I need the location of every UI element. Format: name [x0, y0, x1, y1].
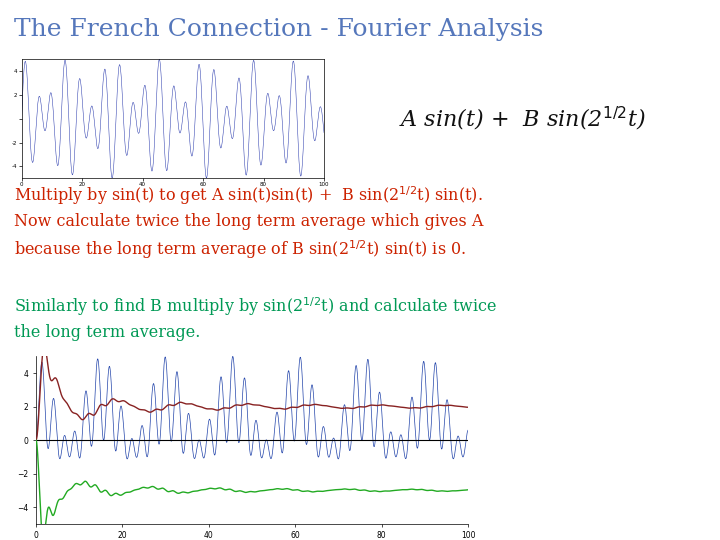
Text: Multiply by sin(t) to get A sin(t)sin(t) +  B sin(2$^{1/2}$t) sin(t).
Now calcul: Multiply by sin(t) to get A sin(t)sin(t)…: [14, 184, 484, 261]
Text: Similarly to find B multiply by sin(2$^{1/2}$t) and calculate twice
the long ter: Similarly to find B multiply by sin(2$^{…: [14, 295, 498, 341]
Text: A sin(t) +  B sin(2$^{1/2}$t): A sin(t) + B sin(2$^{1/2}$t): [398, 105, 646, 133]
Text: The French Connection - Fourier Analysis: The French Connection - Fourier Analysis: [14, 18, 544, 41]
